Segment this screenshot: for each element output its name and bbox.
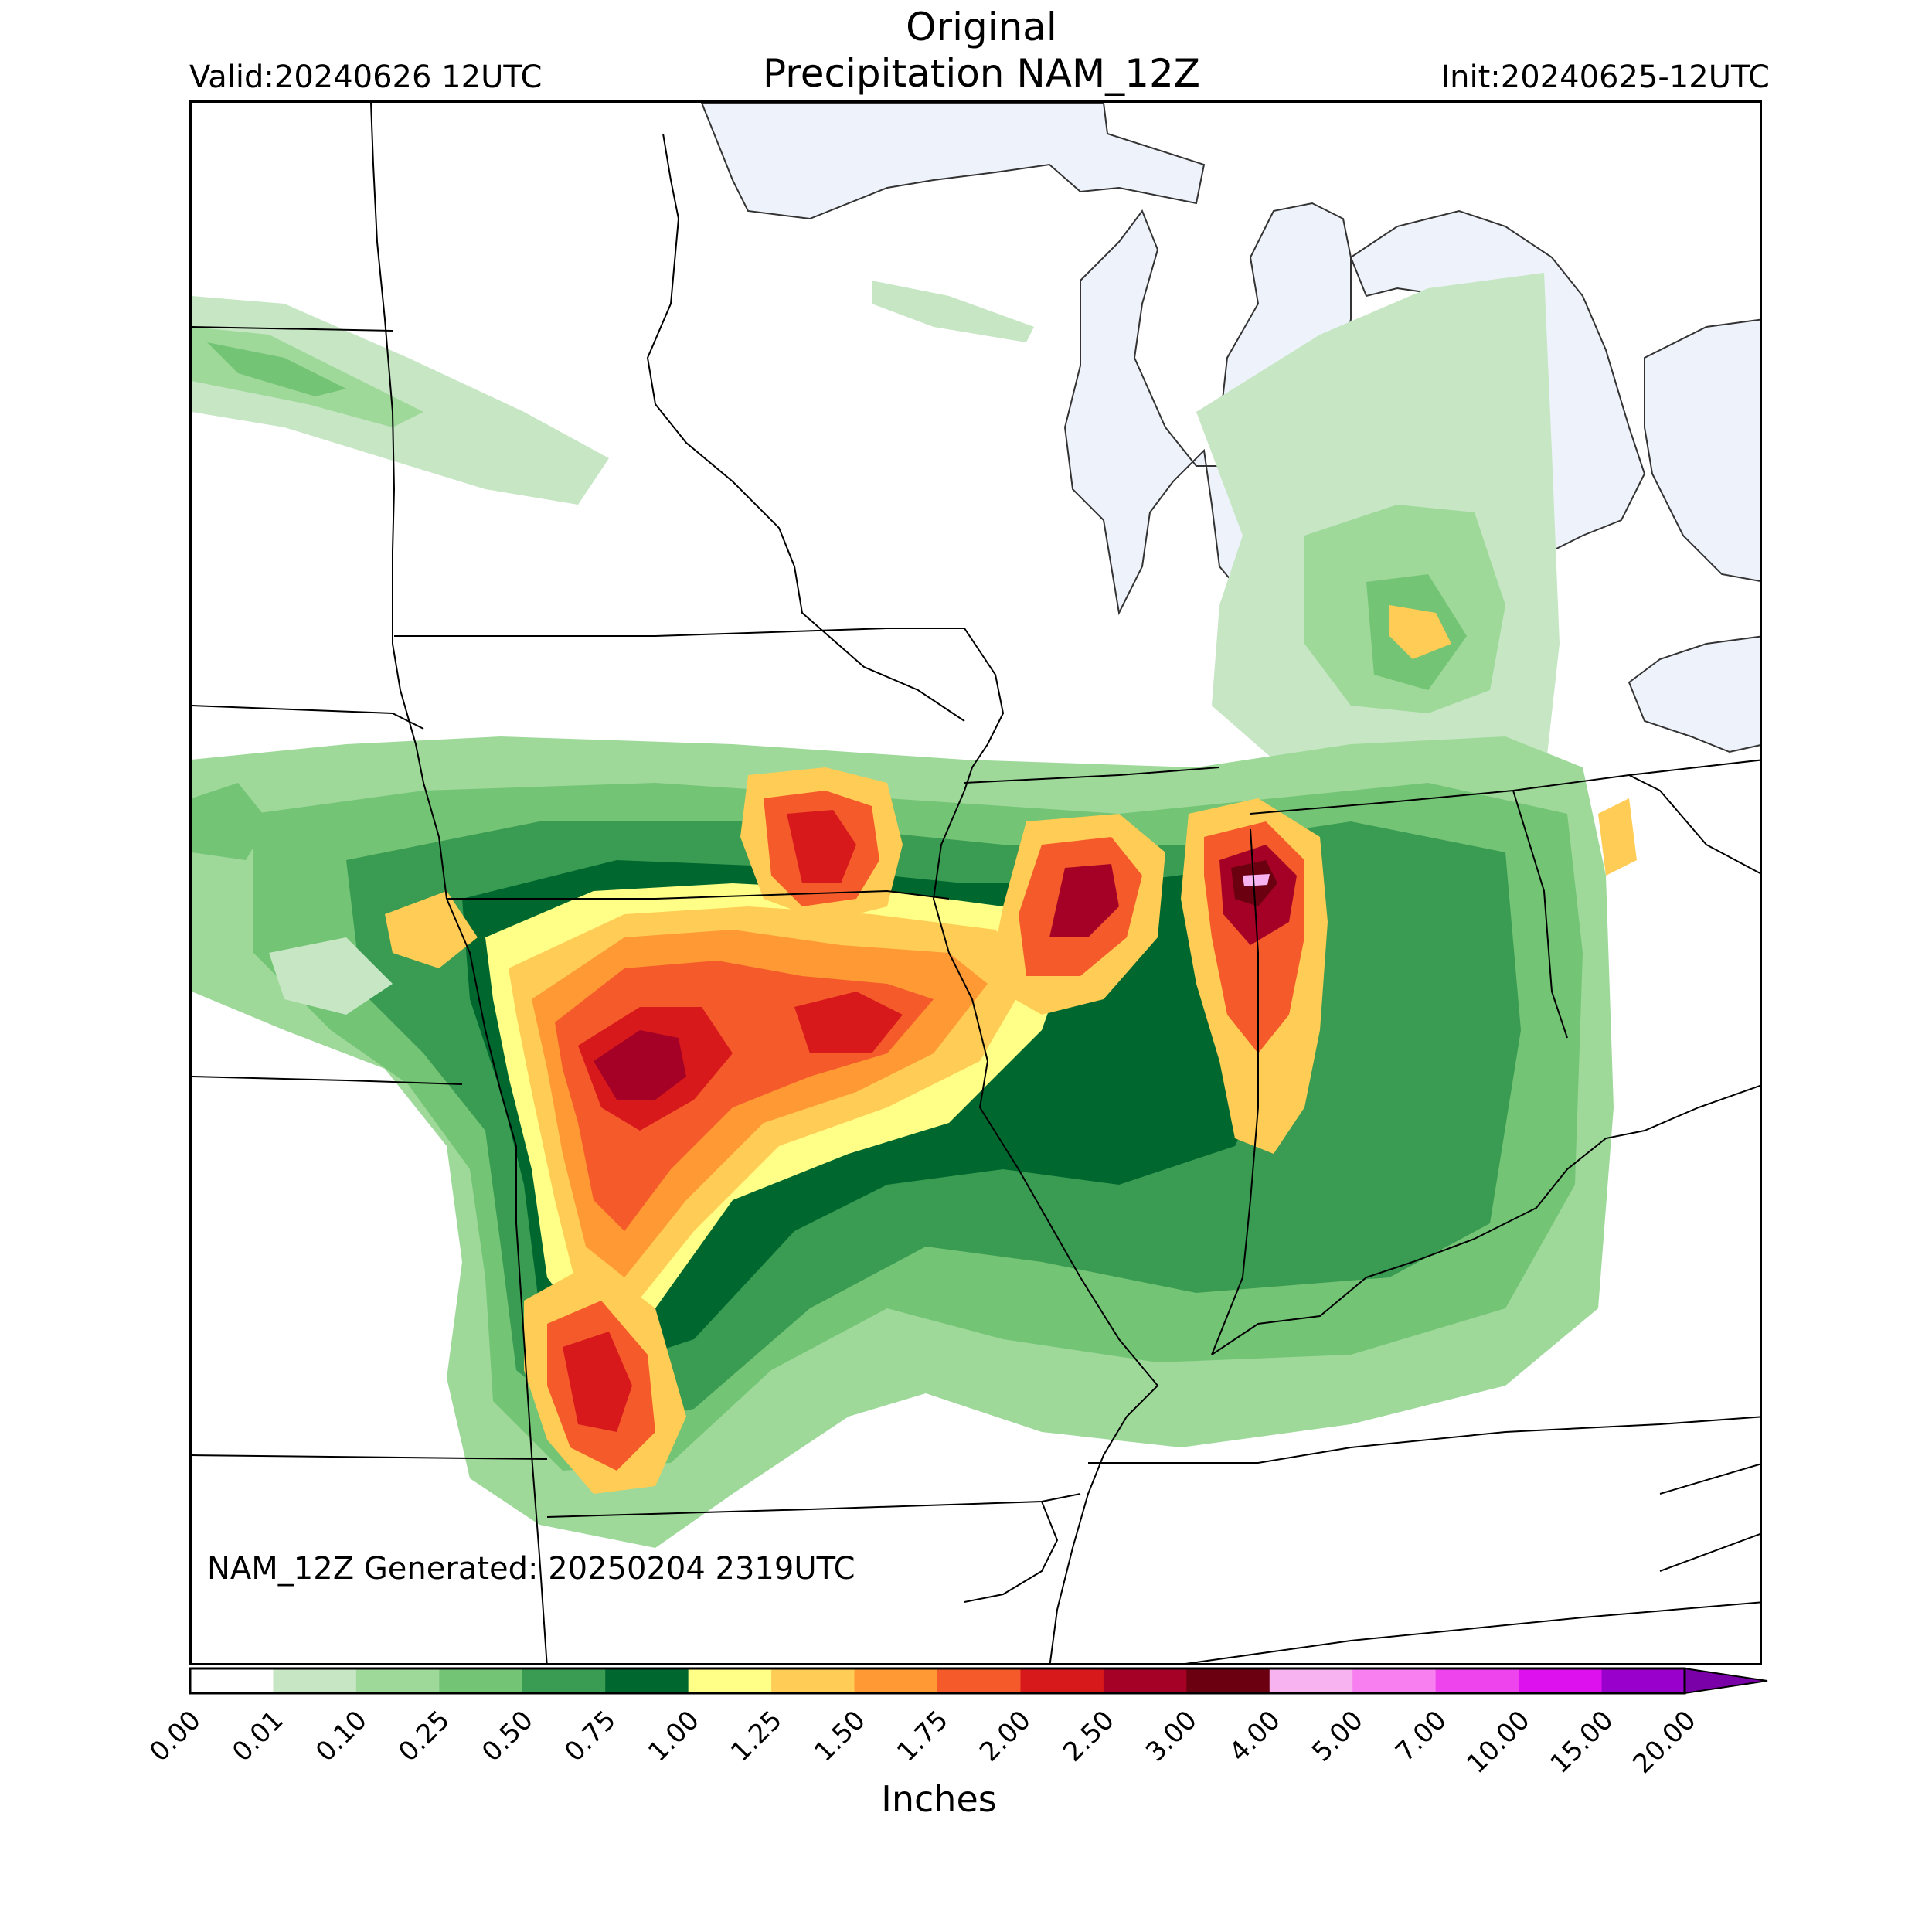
colorbar-tick-label: 0.50 (475, 1704, 539, 1768)
title-line-1: Original (906, 5, 1057, 49)
valid-time-label: Valid:20240626 12UTC (189, 60, 543, 95)
colorbar-cell (1269, 1668, 1353, 1693)
colorbar-cell (771, 1668, 855, 1693)
colorbar-cell (937, 1668, 1021, 1693)
colorbar-cell (1601, 1668, 1685, 1693)
colorbar-tick-label: 5.00 (1306, 1704, 1370, 1768)
colorbar-tick-label: 3.00 (1140, 1704, 1204, 1768)
colorbar-tick-label: 0.01 (226, 1704, 291, 1768)
colorbar-tick-label: 0.00 (144, 1704, 207, 1768)
colorbar-tick-label: 20.00 (1627, 1704, 1702, 1780)
colorbar-tick-label: 1.00 (641, 1704, 706, 1768)
colorbar-cell (688, 1668, 772, 1693)
colorbar-tick-label: 2.00 (974, 1704, 1038, 1768)
colorbar-cell (1435, 1668, 1519, 1693)
map-canvas (192, 103, 1760, 1663)
colorbar-border (189, 1667, 1686, 1695)
colorbar-tick-label: 1.50 (808, 1704, 872, 1768)
colorbar-cells (190, 1668, 1685, 1693)
colorbar (189, 1667, 1768, 1695)
state-boundaries (192, 103, 1760, 1663)
colorbar-tick-label: 0.25 (393, 1704, 457, 1768)
colorbar-cell (439, 1668, 523, 1693)
colorbar-cell (1186, 1668, 1270, 1693)
precipitation-field (192, 273, 1637, 1548)
generated-label: NAM_12Z Generated: 20250204 2319UTC (207, 1551, 855, 1587)
colorbar-tick-label: 0.10 (309, 1704, 373, 1768)
colorbar-cell (1103, 1668, 1187, 1693)
colorbar-tick-label: 10.00 (1461, 1704, 1536, 1780)
precipitation-map (189, 100, 1762, 1665)
colorbar-cell (522, 1668, 606, 1693)
colorbar-tick-label: 0.75 (559, 1704, 623, 1768)
init-time-label: Init:20240625-12UTC (1440, 60, 1770, 95)
colorbar-cell (1020, 1668, 1104, 1693)
colorbar-extend-arrow (1684, 1667, 1768, 1695)
colorbar-tick-label: 1.25 (725, 1704, 788, 1768)
colorbar-cell (355, 1668, 440, 1693)
colorbar-cell (190, 1668, 274, 1693)
colorbar-tick-label: 2.50 (1056, 1704, 1121, 1768)
colorbar-tick-label: 4.00 (1223, 1704, 1287, 1768)
colorbar-units-label: Inches (881, 1778, 997, 1820)
colorbar-cell (854, 1668, 938, 1693)
title-line-2: Precipitation NAM_12Z (762, 51, 1201, 96)
colorbar-cell (605, 1668, 689, 1693)
colorbar-cell (1519, 1668, 1603, 1693)
colorbar-tick-label: 15.00 (1543, 1704, 1620, 1780)
colorbar-tick-label: 7.00 (1389, 1704, 1453, 1768)
colorbar-cell (1352, 1668, 1437, 1693)
colorbar-cell (273, 1668, 357, 1693)
colorbar-tick-label: 1.75 (891, 1704, 954, 1768)
